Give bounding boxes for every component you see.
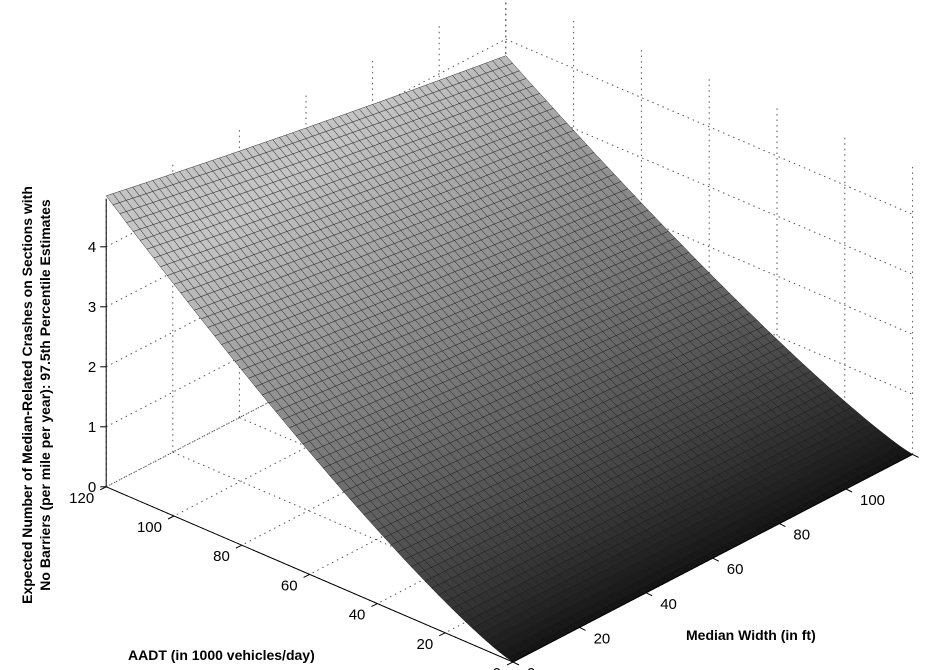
y-tick-label: 100 (860, 492, 885, 509)
y-axis-label: Median Width (in ft) (686, 627, 816, 643)
y-tick-label: 0 (527, 665, 535, 670)
z-tick-label: 2 (88, 359, 96, 376)
x-tick-label: 120 (69, 490, 94, 507)
axes (99, 198, 919, 666)
x-tick-label: 100 (137, 519, 162, 536)
x-axis-label: AADT (in 1000 vehicles/day) (128, 647, 315, 663)
z-axis-label-line-2: No Barriers (per mile per year): 97.5th … (37, 199, 53, 591)
y-tick-label: 80 (793, 527, 810, 544)
x-tick-label: 40 (349, 607, 366, 624)
tick-labels: 02040608010012002040608010012001234 (69, 239, 927, 670)
x-tick-label: 0 (493, 665, 501, 670)
surface-mesh (105, 55, 914, 663)
z-tick-label: 0 (88, 479, 96, 496)
y-tick-label: 40 (660, 596, 677, 613)
y-tick-label: 60 (727, 561, 744, 578)
x-tick-label: 80 (213, 548, 230, 565)
x-tick-label: 60 (281, 577, 298, 594)
z-axis-label-line-1: Expected Number of Median-Related Crashe… (19, 186, 35, 604)
z-tick-label: 3 (88, 299, 96, 316)
y-tick-label: 20 (594, 630, 611, 647)
z-tick-label: 1 (88, 419, 96, 436)
x-tick-label: 20 (417, 636, 434, 653)
z-tick-label: 4 (88, 239, 96, 256)
